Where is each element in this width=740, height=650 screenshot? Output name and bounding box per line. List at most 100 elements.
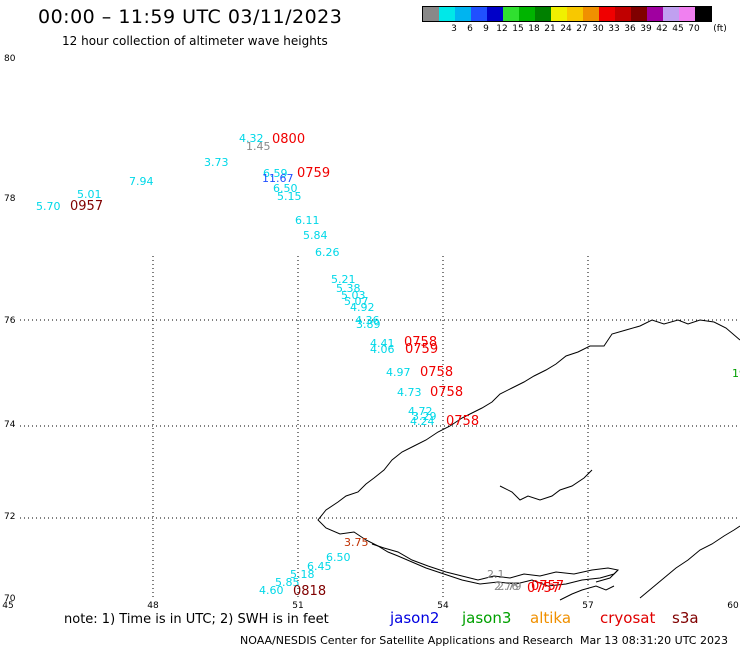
map-subtitle: 12 hour collection of altimeter wave hei… — [62, 34, 328, 48]
pass-time-label: 0757 — [531, 579, 564, 594]
legend-tick-label: 12 — [496, 24, 508, 34]
legend-tick-label: 30 — [592, 24, 604, 34]
lat-label-70: 70 — [4, 594, 16, 604]
footer-generated-time: Mar 13 08:31:20 UTC 2023 — [580, 634, 728, 647]
satellite-s3a: s3a — [672, 609, 699, 627]
lat-label-78: 78 — [4, 194, 16, 204]
wave-height-value: 6.50 — [326, 551, 351, 564]
lon-label-48: 48 — [147, 601, 159, 611]
pass-time-label: 0758 — [446, 414, 479, 429]
legend-unit-label: (ft) — [713, 24, 727, 34]
lon-label-54: 54 — [437, 601, 449, 611]
legend-swatches — [422, 6, 712, 22]
wave-height-value: 4.72 — [408, 405, 433, 418]
satellite-jason2: jason2 — [390, 609, 440, 627]
color-legend: 3 6 9 12 15 18 21 24 27 30 33 36 39 42 45 70 (ft) — [422, 6, 727, 36]
graticule — [20, 256, 740, 598]
wave-height-observations: 4.321.453.737.945.015.706.5911.676.505.1… — [36, 132, 740, 597]
legend-swatch — [487, 7, 503, 21]
wave-height-value: 5.84 — [303, 229, 328, 242]
pass-time-label: 0759 — [405, 342, 438, 357]
wave-height-value: 6.26 — [315, 246, 340, 259]
wave-height-value: 2.79 — [497, 580, 522, 593]
wave-height-value: 6.50 — [273, 182, 298, 195]
legend-swatch — [679, 7, 695, 21]
wave-height-value: 5.18 — [290, 568, 315, 581]
wave-height-value: 4.41 — [370, 337, 395, 350]
wave-height-value: 3.75 — [344, 536, 369, 549]
wave-height-value: 5.21 — [331, 273, 356, 286]
legend-swatch — [551, 7, 567, 21]
map-title: 00:00 – 11:59 UTC 03/11/2023 — [38, 6, 343, 28]
legend-tick-label: 45 — [672, 24, 684, 34]
legend-swatch — [583, 7, 599, 21]
legend-swatch — [647, 7, 663, 21]
legend-swatch — [423, 7, 439, 21]
wave-height-value: 19 — [732, 367, 740, 380]
coastline-mainland — [639, 525, 740, 599]
legend-tick-label: 15 — [512, 24, 524, 34]
wave-height-value: 5.85 — [275, 576, 300, 589]
lon-label-60: 60 — [727, 601, 739, 611]
legend-tick-label: 6 — [467, 24, 473, 34]
legend-swatch — [567, 7, 583, 21]
wave-height-value: 2.76 — [494, 580, 519, 593]
wave-height-value: 6.45 — [307, 560, 332, 573]
wave-height-value: 4.36 — [355, 314, 380, 327]
legend-tick-label: 9 — [483, 24, 489, 34]
legend-swatch — [519, 7, 535, 21]
wave-height-value: 4.32 — [239, 132, 264, 145]
legend-swatch — [503, 7, 519, 21]
legend-tick-label: 36 — [624, 24, 636, 34]
footer-credit: NOAA/NESDIS Center for Satellite Applica… — [240, 634, 574, 647]
legend-swatch — [631, 7, 647, 21]
wave-height-value: 5.38 — [336, 282, 361, 295]
legend-swatch — [439, 7, 455, 21]
legend-tick-label: 70 — [688, 24, 700, 34]
footer-note: note: 1) Time is in UTC; 2) SWH is in fe… — [64, 612, 329, 627]
legend-labels: 3 6 9 12 15 18 21 24 27 30 33 36 39 42 45 70 (ft) — [422, 22, 727, 36]
legend-swatch — [599, 7, 615, 21]
pass-time-label: 0757 — [527, 581, 560, 596]
wave-height-value: 5.01 — [77, 188, 102, 201]
wave-height-value: 6.11 — [295, 214, 320, 227]
lon-label-57: 57 — [582, 601, 594, 611]
wave-height-value: 5.15 — [277, 190, 302, 203]
lat-label-76: 76 — [4, 316, 16, 326]
wave-height-value: 7.94 — [129, 175, 154, 188]
coastline-southern-tip — [371, 543, 620, 583]
legend-tick-label: 42 — [656, 24, 668, 34]
wave-height-value: 6.59 — [263, 167, 288, 180]
legend-tick-label: 24 — [560, 24, 572, 34]
pass-time-label: 0957 — [70, 199, 103, 214]
legend-swatch — [471, 7, 487, 21]
wave-height-value: 11.67 — [262, 172, 294, 185]
satellite-altika: altika — [530, 609, 572, 627]
legend-swatch — [615, 7, 631, 21]
legend-tick-label: 33 — [608, 24, 620, 34]
wave-height-value: 3.89 — [356, 318, 381, 331]
legend-swatch — [663, 7, 679, 21]
legend-tick-label: 3 — [451, 24, 457, 34]
wave-height-value: 3.29 — [412, 410, 437, 423]
pass-time-label: 0800 — [272, 132, 305, 147]
wave-height-value: 4.24 — [410, 415, 435, 428]
legend-tick-label: 39 — [640, 24, 652, 34]
legend-tick-label: 21 — [544, 24, 556, 34]
wave-height-value: 4.60 — [259, 584, 284, 597]
satellite-cryosat: cryosat — [600, 609, 656, 627]
coastline-novaya-zemlya — [317, 319, 740, 587]
wave-height-value: 4.92 — [350, 301, 375, 314]
legend-tick-label: 18 — [528, 24, 540, 34]
wave-height-value: 3.73 — [204, 156, 229, 169]
wave-height-value: 4.73 — [397, 386, 422, 399]
pass-time-label: 0759 — [297, 166, 330, 181]
wave-height-value: 4.97 — [386, 366, 411, 379]
lat-label-72: 72 — [4, 512, 16, 522]
pass-time-label: 0758 — [430, 385, 463, 400]
lat-label-74: 74 — [4, 420, 16, 430]
wave-height-value: 5.70 — [36, 200, 61, 213]
pass-time-label: 0818 — [293, 584, 326, 599]
pass-time-label: 0758 — [404, 335, 437, 350]
